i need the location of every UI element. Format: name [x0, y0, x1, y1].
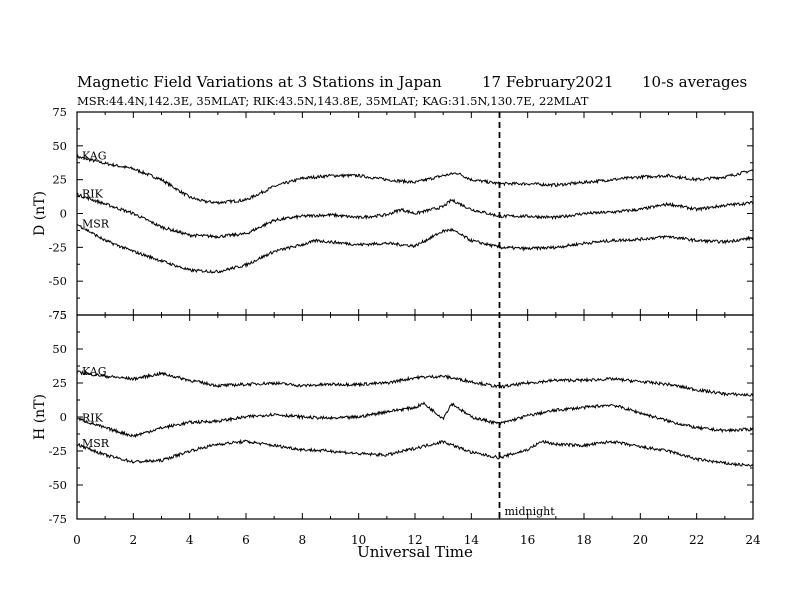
ytick-label-H: -75	[48, 512, 67, 526]
xtick-label: 8	[299, 533, 307, 547]
ytick-label-D: 0	[60, 207, 67, 221]
ytick-label-D: -75	[48, 308, 67, 322]
ytick-label-D: 25	[52, 173, 67, 187]
xtick-label: 10	[351, 533, 366, 547]
ytick-label-D: -25	[48, 240, 67, 254]
xtick-label: 12	[407, 533, 422, 547]
series-label-H-kag: KAG	[82, 365, 107, 378]
station-info: MSR:44.4N,142.3E, 35MLAT; RIK:43.5N,143.…	[77, 94, 589, 108]
series-label-D-msr: MSR	[82, 217, 110, 230]
xtick-label: 0	[73, 533, 81, 547]
series-line-H-kag	[76, 370, 754, 397]
series-line-D-kag	[76, 154, 754, 206]
ytick-label-H: -25	[48, 444, 67, 458]
xtick-label: 2	[130, 533, 138, 547]
ytick-label-D: 50	[52, 139, 67, 153]
chart-title: Magnetic Field Variations at 3 Stations …	[77, 73, 442, 91]
series-label-H-msr: MSR	[82, 437, 110, 450]
ytick-label-H: 25	[52, 376, 67, 390]
series-label-D-kag: KAG	[82, 150, 107, 163]
averaging-note: 10-s averages	[642, 73, 748, 91]
y-axis-label-H: H (nT)	[32, 394, 48, 440]
xtick-label: 18	[576, 533, 591, 547]
xtick-label: 16	[520, 533, 535, 547]
xtick-label: 14	[464, 533, 480, 547]
ytick-label-H: 50	[52, 342, 67, 356]
series-line-D-msr	[76, 223, 754, 274]
midnight-marker-label: midnight	[505, 505, 556, 518]
ytick-label-H: 0	[60, 410, 67, 424]
chart-date: 17 February2021	[482, 73, 614, 91]
ytick-label-H: -50	[48, 478, 67, 492]
ytick-label-D: 75	[52, 105, 67, 119]
x-axis-label: Universal Time	[357, 543, 473, 561]
xtick-label: 6	[242, 533, 250, 547]
series-label-D-rik: RIK	[82, 188, 104, 201]
series-label-H-rik: RIK	[82, 411, 104, 424]
series-line-H-rik	[76, 401, 754, 438]
series-line-H-msr	[76, 438, 754, 467]
xtick-label: 24	[745, 533, 761, 547]
series-line-D-rik	[76, 192, 754, 239]
y-axis-label-D: D (nT)	[32, 191, 48, 236]
xtick-label: 4	[186, 533, 194, 547]
ytick-label-H: 75	[52, 308, 67, 322]
xtick-label: 20	[633, 533, 648, 547]
ytick-label-D: -50	[48, 274, 67, 288]
xtick-label: 22	[689, 533, 704, 547]
